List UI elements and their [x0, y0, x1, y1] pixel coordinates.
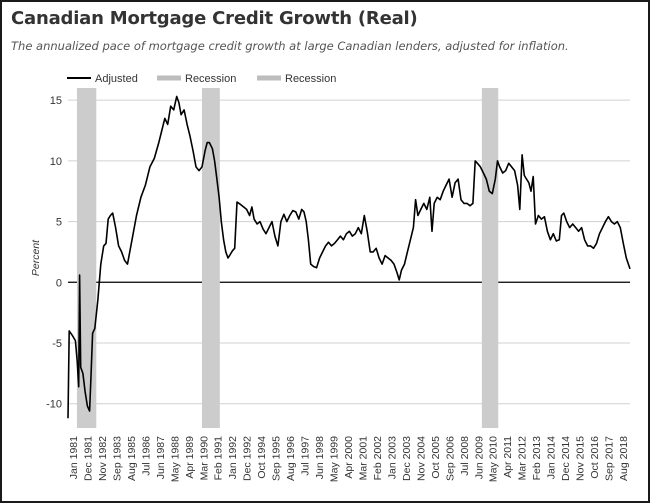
chart-subtitle: The annualized pace of mortgage credit g…: [11, 39, 569, 53]
y-tick-label: 10: [50, 156, 62, 168]
legend: Adjusted Recession Recession: [67, 73, 336, 85]
x-tick-label: Jan 2003: [386, 436, 398, 479]
x-tick-label: Feb 2013: [531, 436, 543, 481]
x-tick-label: May 2010: [488, 436, 500, 482]
x-tick-label: Nov 1982: [97, 436, 109, 481]
recession-bands: [76, 88, 499, 428]
x-tick-label: Jul 1986: [140, 436, 152, 476]
grid: [68, 99, 630, 405]
x-tick-label: Nov 2004: [415, 436, 427, 481]
x-tick-label: Jan 1992: [227, 436, 239, 479]
x-tick-label: Feb 1991: [213, 436, 225, 481]
x-tick-label: Sep 1983: [111, 436, 123, 481]
x-tick-label: May 1999: [329, 436, 341, 482]
x-tick-label: Dec 1981: [82, 436, 94, 481]
x-tick-label: Sep 2006: [444, 436, 456, 481]
x-tick-label: Oct 2005: [430, 436, 442, 479]
x-tick-label: Apr 2000: [343, 436, 355, 479]
x-tick-label: Apr 2011: [502, 436, 514, 478]
x-tick-label: Jun 2009: [473, 436, 485, 479]
y-axis-ticks: -10 -5 0 5 10 15: [46, 95, 62, 411]
x-tick-label: Jan 2014: [546, 436, 558, 479]
x-tick-label: Nov 2015: [575, 436, 587, 481]
x-tick-label: Oct 1994: [256, 436, 268, 479]
legend-label-recession-1: Recession: [185, 73, 236, 85]
x-axis-ticks: Jan 1981 Dec 1981 Nov 1982 Sep 1983 Aug 1985…: [68, 436, 630, 482]
legend-label-adjusted: Adjusted: [95, 73, 138, 85]
x-tick-label: Jun 1998: [314, 436, 326, 479]
series-group: [67, 95, 631, 419]
x-tick-label: Jul 2008: [459, 436, 471, 476]
x-tick-label: Feb 2002: [372, 436, 384, 481]
recession-band: [201, 88, 220, 428]
x-tick-label: Mar 2012: [517, 436, 529, 481]
y-tick-label: -5: [52, 338, 62, 350]
x-tick-label: Aug 1996: [285, 436, 297, 481]
legend-label-recession-2: Recession: [285, 73, 336, 85]
y-tick-label: 15: [50, 95, 62, 107]
y-tick-label: 5: [56, 217, 62, 229]
x-tick-label: Mar 1990: [198, 436, 210, 481]
x-tick-label: Aug 1985: [126, 436, 138, 481]
x-tick-label: Jan 1981: [68, 436, 80, 479]
x-tick-label: Mar 2001: [357, 436, 369, 481]
x-tick-label: Sep 1995: [271, 436, 283, 481]
x-tick-label: Oct 2016: [589, 436, 601, 479]
x-tick-label: Dec 2003: [401, 436, 413, 481]
recession-band: [76, 88, 97, 428]
x-tick-label: Dec 1992: [242, 436, 254, 481]
x-tick-label: Jun 1987: [155, 436, 167, 479]
x-tick-label: Dec 2014: [560, 436, 572, 481]
series-line-adjusted: [67, 95, 631, 419]
y-tick-label: 0: [56, 277, 62, 289]
chart-title: Canadian Mortgage Credit Growth (Real): [11, 8, 418, 29]
x-tick-label: Apr 1989: [184, 436, 196, 479]
x-tick-label: Jul 1997: [300, 436, 312, 476]
x-tick-label: Sep 2017: [604, 436, 616, 481]
x-tick-label: May 1988: [169, 436, 181, 482]
recession-band: [481, 88, 499, 428]
x-tick-label: Aug 2018: [618, 436, 630, 481]
y-axis-label: Percent: [30, 239, 42, 276]
y-tick-label: -10: [46, 399, 62, 411]
